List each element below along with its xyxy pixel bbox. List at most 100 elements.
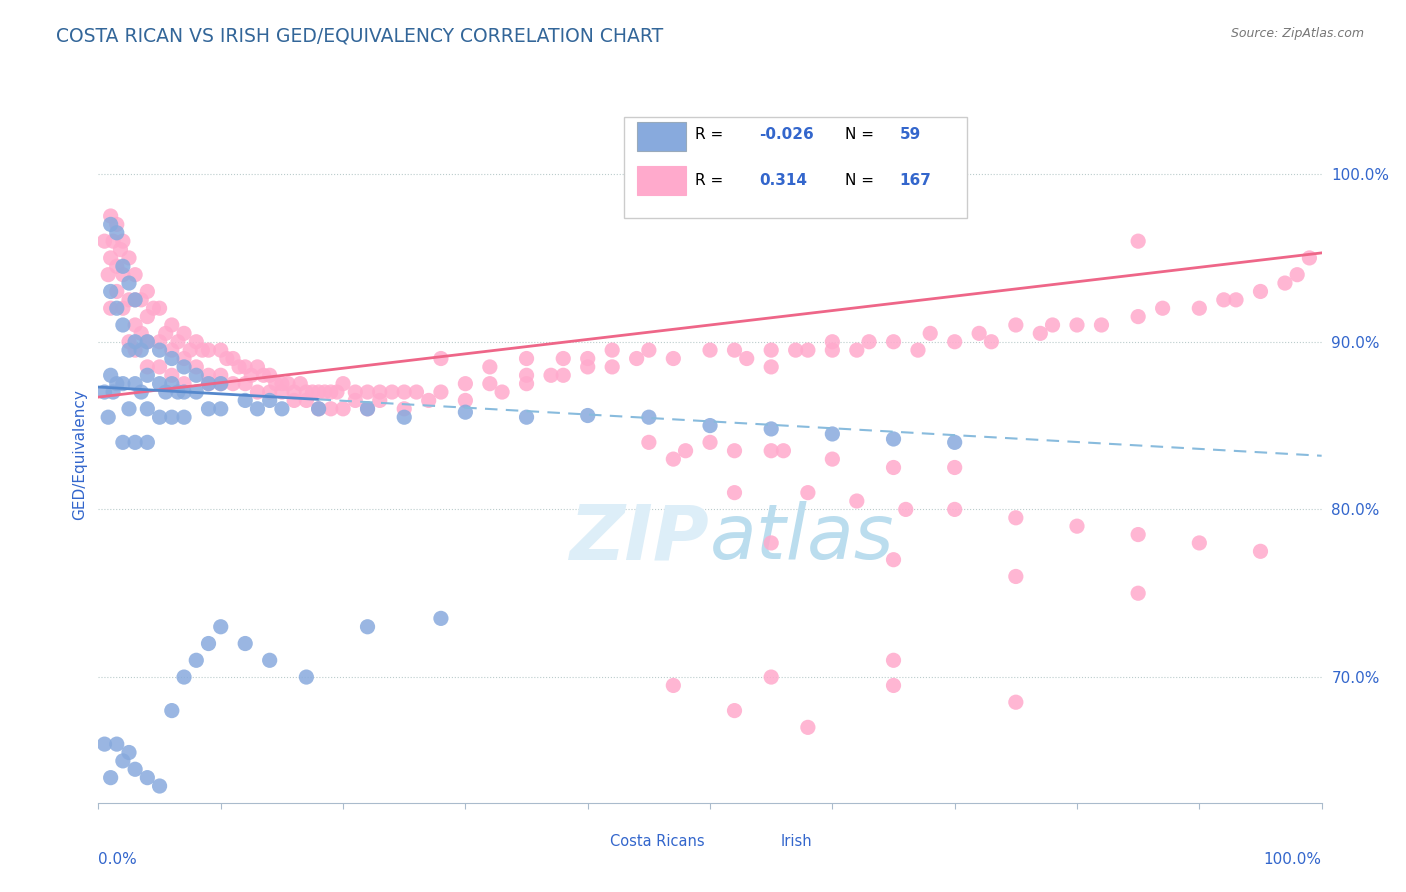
Text: N =: N =	[845, 128, 873, 143]
Point	[797, 343, 820, 358]
Point	[326, 385, 349, 400]
Point	[101, 385, 124, 400]
Point	[100, 301, 122, 316]
Point	[883, 334, 905, 349]
Point	[149, 376, 172, 391]
Point	[675, 443, 697, 458]
Point	[197, 636, 219, 650]
Point	[197, 401, 219, 416]
Point	[430, 611, 453, 625]
Point	[821, 427, 844, 442]
Point	[259, 393, 281, 408]
Point	[943, 460, 966, 475]
Point	[186, 368, 208, 383]
Point	[301, 385, 323, 400]
Point	[772, 443, 794, 458]
Point	[118, 343, 141, 358]
Point	[179, 343, 201, 358]
Point	[1066, 318, 1088, 332]
Point	[233, 393, 256, 408]
Point	[1249, 544, 1271, 558]
FancyBboxPatch shape	[637, 121, 686, 151]
Point	[209, 368, 232, 383]
Point	[883, 432, 905, 446]
Point	[1128, 310, 1150, 324]
Point	[392, 385, 416, 400]
Point	[600, 343, 623, 358]
Point	[314, 385, 336, 400]
Point	[233, 636, 256, 650]
Point	[308, 401, 330, 416]
Point	[167, 385, 190, 400]
Point	[943, 435, 966, 450]
Point	[105, 226, 128, 240]
Point	[699, 343, 721, 358]
Point	[797, 720, 820, 734]
Point	[124, 435, 146, 450]
Point	[124, 293, 146, 307]
Point	[454, 376, 477, 391]
Text: atlas: atlas	[710, 501, 894, 575]
Point	[160, 343, 183, 358]
Text: COSTA RICAN VS IRISH GED/EQUIVALENCY CORRELATION CHART: COSTA RICAN VS IRISH GED/EQUIVALENCY COR…	[56, 27, 664, 45]
Point	[105, 218, 128, 232]
Point	[111, 754, 134, 768]
Point	[1066, 519, 1088, 533]
Point	[1128, 586, 1150, 600]
Point	[270, 385, 294, 400]
Point	[723, 343, 745, 358]
Point	[252, 368, 274, 383]
Point	[93, 234, 115, 248]
Point	[1004, 695, 1026, 709]
Point	[515, 351, 537, 366]
Point	[1042, 318, 1064, 332]
Point	[233, 376, 256, 391]
Point	[883, 460, 905, 475]
Point	[356, 620, 378, 634]
Point	[186, 385, 208, 400]
Y-axis label: GED/Equivalency: GED/Equivalency	[72, 390, 87, 520]
Point	[295, 393, 318, 408]
Point	[943, 502, 966, 516]
Text: 0.0%: 0.0%	[98, 852, 138, 866]
Point	[1274, 276, 1296, 290]
Text: Irish: Irish	[780, 834, 813, 849]
Point	[430, 385, 453, 400]
Point	[136, 368, 159, 383]
Point	[356, 385, 378, 400]
Point	[209, 401, 232, 416]
Point	[136, 435, 159, 450]
Point	[515, 410, 537, 425]
Point	[111, 301, 134, 316]
Point	[980, 334, 1002, 349]
Point	[858, 334, 880, 349]
Point	[1004, 510, 1026, 524]
Text: Source: ZipAtlas.com: Source: ZipAtlas.com	[1230, 27, 1364, 40]
Point	[124, 318, 146, 332]
Point	[173, 410, 195, 425]
Point	[637, 410, 661, 425]
Point	[637, 435, 661, 450]
Point	[761, 670, 783, 684]
Point	[883, 552, 905, 566]
Point	[124, 268, 146, 282]
Point	[118, 334, 141, 349]
Point	[186, 653, 208, 667]
Point	[173, 359, 195, 374]
Point	[723, 443, 745, 458]
Point	[118, 293, 141, 307]
Text: R =: R =	[696, 173, 724, 188]
Point	[454, 405, 477, 419]
Point	[222, 351, 245, 366]
Point	[540, 368, 562, 383]
Point	[97, 410, 120, 425]
Point	[515, 368, 537, 383]
Point	[100, 285, 122, 299]
Point	[97, 268, 120, 282]
Point	[295, 385, 318, 400]
Point	[105, 737, 128, 751]
Point	[405, 385, 427, 400]
Point	[191, 343, 214, 358]
Point	[785, 343, 807, 358]
Point	[553, 368, 575, 383]
